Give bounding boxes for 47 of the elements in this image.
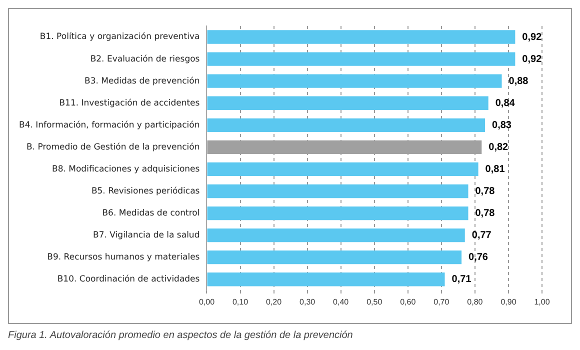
y-tick-label: B4. Información, formación y participación <box>18 120 200 130</box>
x-tick-label: 0,30 <box>300 297 316 306</box>
y-tick-label: B7. Vigilancia de la salud <box>93 230 200 241</box>
y-tick-label: B10. Coordinación de actividades <box>57 274 200 285</box>
data-label: 0,88 <box>508 76 529 87</box>
data-label: 0,83 <box>492 120 512 131</box>
y-tick-label: B6. Medidas de control <box>102 208 200 218</box>
bar <box>207 74 502 88</box>
x-tick-label: 0,90 <box>500 297 517 306</box>
bar <box>207 206 468 220</box>
x-tick-label: 0,50 <box>366 297 383 306</box>
data-label: 0,78 <box>475 208 496 220</box>
data-label: 0,84 <box>495 98 516 109</box>
x-tick-label: 0,20 <box>266 297 282 306</box>
y-tick-label: B11. Investigación de accidentes <box>59 98 200 108</box>
bar <box>207 250 462 264</box>
y-tick-label: B9. Recursos humanos y materiales <box>47 252 200 263</box>
bar <box>207 272 445 286</box>
x-tick-label: 1,00 <box>534 297 550 306</box>
text: Figura 1. Autovaloración promedio en aspectos de la gestión de la prevención <box>8 330 354 341</box>
data-label: 0,77 <box>472 230 492 242</box>
y-tick-label: B. Promedio de Gestión de la prevención <box>26 142 200 152</box>
x-tick-label: 0,10 <box>232 297 249 306</box>
bar <box>207 162 478 176</box>
data-label: 0,82 <box>488 142 509 153</box>
bar <box>207 96 488 110</box>
x-tick-label: 0,80 <box>467 297 484 306</box>
y-tick-label: B2. Evaluación de riesgos <box>90 54 200 64</box>
y-tick-label: B5. Revisiones periódicas <box>91 186 200 196</box>
data-label: 0,92 <box>522 54 542 65</box>
bar <box>207 30 516 44</box>
bar <box>207 52 516 66</box>
y-tick-label: B1. Política y organización preventiva <box>40 32 200 42</box>
data-label: 0,81 <box>485 164 506 175</box>
bar <box>207 184 468 198</box>
data-label: 0,71 <box>452 274 472 286</box>
bar <box>207 228 465 242</box>
x-tick-label: 0,00 <box>198 297 216 306</box>
y-tick-label: B8. Modificaciones y adquisiciones <box>52 164 200 174</box>
x-tick-label: 0,70 <box>434 297 450 306</box>
data-label: 0,76 <box>468 252 488 264</box>
y-tick-label: B3. Medidas de prevención <box>84 76 200 86</box>
bar <box>207 118 486 132</box>
x-tick-label: 0,60 <box>400 297 416 306</box>
data-label: 0,92 <box>522 32 542 43</box>
data-label: 0,78 <box>475 186 496 197</box>
x-tick-label: 0,40 <box>333 297 350 306</box>
